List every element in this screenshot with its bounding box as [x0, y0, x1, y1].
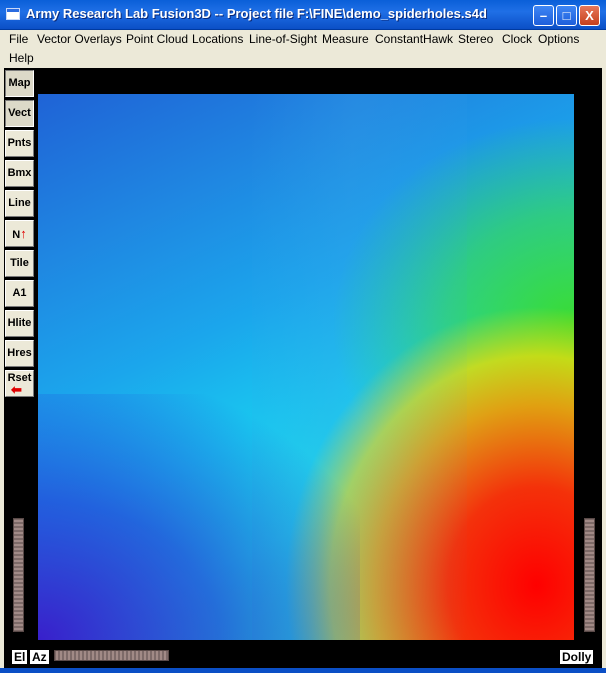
3d-viewport[interactable]: Map Vect Pnts Bmx Line N↑ Tile A1 Hlite …: [4, 68, 602, 668]
menu-measure[interactable]: Measure: [322, 32, 369, 46]
azimuth-label: Az: [30, 650, 49, 664]
maximize-button[interactable]: □: [556, 5, 577, 26]
reset-arrow-icon: ⬅: [11, 382, 22, 397]
title-bar[interactable]: Army Research Lab Fusion3D -- Project fi…: [0, 0, 606, 30]
window-title: Army Research Lab Fusion3D -- Project fi…: [26, 6, 487, 21]
azimuth-slider[interactable]: [54, 650, 169, 661]
menu-options[interactable]: Options: [538, 32, 580, 46]
app-window-icon[interactable]: [6, 8, 20, 20]
dolly-label: Dolly: [560, 650, 594, 664]
a1-button[interactable]: A1: [5, 280, 34, 307]
window-bottom-border: [0, 668, 606, 673]
menu-line-of-sight[interactable]: Line-of-Sight: [249, 32, 318, 46]
pnts-button[interactable]: Pnts: [5, 130, 34, 157]
north-button[interactable]: N↑: [5, 220, 34, 247]
tile-button[interactable]: Tile: [5, 250, 34, 277]
terrain-elevation-map[interactable]: [38, 94, 574, 640]
terrain-low-area-shading: [38, 394, 360, 640]
dolly-slider[interactable]: [584, 518, 595, 632]
hres-button[interactable]: Hres: [5, 340, 34, 367]
menu-help[interactable]: Help: [9, 51, 34, 65]
north-arrow-icon: ↑: [20, 226, 27, 241]
menu-point-cloud[interactable]: Point Cloud: [126, 32, 189, 46]
menu-stereo[interactable]: Stereo: [458, 32, 494, 46]
menu-clock[interactable]: Clock: [502, 32, 533, 46]
bmx-button[interactable]: Bmx: [5, 160, 34, 187]
line-button[interactable]: Line: [5, 190, 34, 217]
minimize-button[interactable]: –: [533, 5, 554, 26]
menu-constanthawk[interactable]: ConstantHawk: [375, 32, 454, 46]
menu-locations[interactable]: Locations: [192, 32, 244, 46]
menu-bar: File Vector Overlays Point Cloud Locatio…: [0, 30, 606, 68]
hlite-button[interactable]: Hlite: [5, 310, 34, 337]
menu-file[interactable]: File: [9, 32, 29, 46]
close-button[interactable]: X: [579, 5, 600, 26]
map-button[interactable]: Map: [5, 70, 34, 97]
rset-button[interactable]: Rset ⬅: [5, 370, 34, 397]
elevation-slider[interactable]: [13, 518, 24, 632]
vect-button[interactable]: Vect: [5, 100, 34, 127]
menu-vector-overlays[interactable]: Vector Overlays: [37, 32, 122, 46]
elevation-label: El: [12, 650, 28, 664]
